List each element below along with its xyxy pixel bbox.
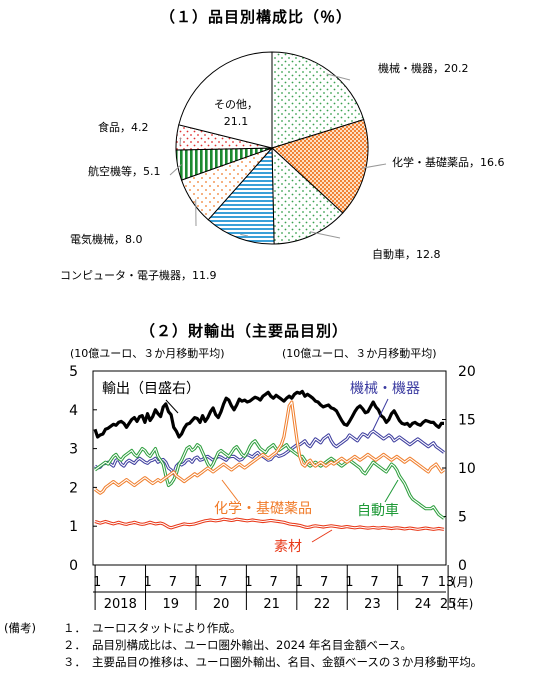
pie-label-6: 食品，4.2 — [98, 120, 149, 134]
pie-slice-1 — [271, 118, 369, 214]
left-tick-label: 0 — [69, 558, 78, 574]
pie-leader-6 — [179, 137, 182, 146]
year-label: 2018 — [104, 597, 137, 612]
right-tick-label: 15 — [458, 413, 476, 429]
pie-label-2: 自動車，12.8 — [372, 247, 441, 261]
right-tick-label: 10 — [458, 461, 476, 477]
right-axis-label: (10億ユーロ、３か月移動平均) — [282, 346, 437, 360]
year-label: 23 — [364, 597, 381, 612]
month-tick-label: 7 — [118, 575, 126, 590]
note-text-1: ユーロスタットにより作成。 — [92, 621, 242, 635]
pie-leader-5 — [169, 164, 182, 176]
pie-slice-2 — [271, 146, 344, 245]
right-tick-label: 0 — [458, 558, 467, 574]
month-tick-label: 7 — [370, 575, 378, 590]
month-tick-label: 7 — [219, 575, 227, 590]
year-label: 21 — [263, 597, 280, 612]
year-unit: (年) — [452, 597, 473, 611]
pie-slice-3 — [207, 146, 275, 245]
notes: (備考) １． ユーロスタットにより作成。 ２． 品目別構成比は、ユーロ圏外輸出… — [4, 620, 482, 671]
left-tick-label: 5 — [69, 364, 78, 380]
month-tick-label: 7 — [421, 575, 429, 590]
series-annotation-pointer-1 — [372, 398, 389, 431]
pie-label-3: コンピュータ・電子機器，11.9 — [60, 268, 217, 282]
series-line-inner-3 — [94, 401, 445, 494]
month-tick-label: 1 — [93, 575, 101, 590]
right-tick-label: 20 — [458, 364, 476, 380]
series-annotation-pointer-0 — [165, 399, 179, 414]
pie-label-0: 機械・機器，20.2 — [378, 61, 469, 75]
series-annotation-pointer-2 — [221, 479, 239, 502]
pie-label-5: 航空機等，5.1 — [88, 164, 161, 178]
pie-leader-3 — [240, 233, 249, 237]
year-label: 19 — [162, 597, 179, 612]
month-tick-label: 7 — [320, 575, 328, 590]
right-tick-label: 5 — [458, 510, 467, 526]
left-tick-label: 3 — [69, 442, 78, 458]
left-tick-label: 4 — [69, 403, 78, 419]
series-annotation-4: 素材 — [274, 539, 302, 555]
series-annotation-2: 化学・基礎薬品 — [214, 500, 312, 517]
series-line-0 — [93, 389, 444, 439]
pie-label-4: 電気機械，8.0 — [70, 232, 143, 246]
month-tick-label: 1 — [143, 575, 151, 590]
month-tick-label: 1 — [244, 575, 252, 590]
left-axis-label: (10億ユーロ、３か月移動平均) — [70, 346, 225, 360]
pie-slice-7 — [178, 51, 273, 149]
series-line-inner-1 — [94, 430, 445, 475]
year-label: 20 — [213, 597, 230, 612]
left-tick-label: 2 — [69, 480, 78, 496]
pie-leader-1 — [361, 163, 387, 169]
series-annotation-0: 輸出（目盛右） — [102, 381, 200, 397]
month-tick-label: 1 — [396, 575, 404, 590]
line-title: （２）財輸出（主要品目別） — [140, 322, 349, 340]
pie-label-1: 化学・基礎薬品，16.6 — [392, 155, 505, 169]
note-num-3: ３． — [63, 655, 86, 669]
note-num-1: １． — [63, 621, 86, 635]
pie-slice-0 — [271, 51, 365, 149]
left-tick-label: 1 — [69, 519, 78, 535]
series-line-inner-2 — [94, 440, 445, 519]
year-label: 25 — [440, 597, 457, 612]
month-tick-label: 1 — [295, 575, 303, 590]
pie-label-7: その他， 21.1 — [214, 98, 258, 128]
note-text-2: 品目別構成比は、ユーロ圏外輸出、2024 年名目金額ベース。 — [92, 638, 412, 652]
note-num-2: ２． — [63, 638, 86, 652]
month-tick-label: 13 — [438, 575, 455, 590]
series-annotation-3: 自動車 — [357, 502, 399, 519]
month-tick-label: 1 — [194, 575, 202, 590]
pie-leader-2 — [309, 231, 341, 239]
series-annotation-pointer-4 — [311, 529, 333, 543]
month-unit: (月) — [452, 575, 473, 589]
pie-leader-0 — [326, 73, 351, 81]
line-chart: (10億ユーロ、３か月移動平均) (10億ユーロ、３か月移動平均) 543210… — [69, 346, 476, 612]
year-label: 22 — [314, 597, 331, 612]
year-label: 24 — [415, 597, 432, 612]
plot-frame — [92, 370, 447, 566]
series-annotation-1: 機械・機器 — [350, 381, 420, 397]
pie-chart: 機械・機器，20.2 化学・基礎薬品，16.6 自動車，12.8 コンピュータ・電子機… — [60, 51, 505, 282]
pie-title: （１）品目別構成比（％） — [160, 8, 353, 26]
month-tick-label: 7 — [270, 575, 278, 590]
month-tick-label: 7 — [169, 575, 177, 590]
note-text-3: 主要品目の推移は、ユーロ圏外輸出、名目、金額ベースの３か月移動平均。 — [92, 655, 483, 669]
series-annotation-pointer-3 — [384, 479, 399, 503]
series-line-inner-4 — [94, 518, 445, 530]
month-tick-label: 1 — [345, 575, 353, 590]
notes-head: (備考) — [4, 621, 36, 635]
